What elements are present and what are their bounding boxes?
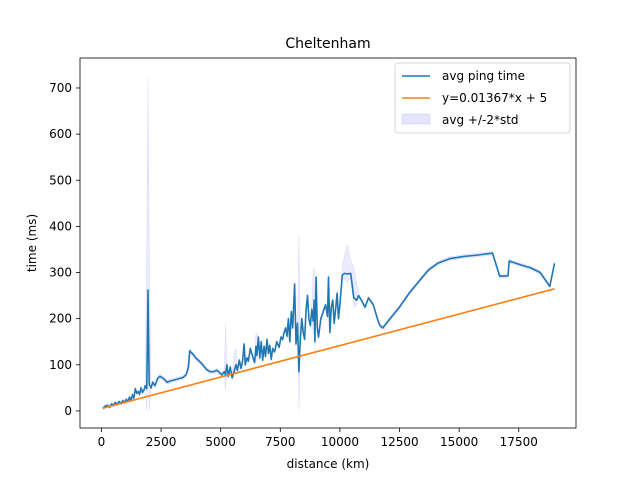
legend: avg ping time y=0.01367*x + 5 avg +/-2*s… — [394, 62, 571, 134]
y-tick-label: 400 — [49, 219, 72, 233]
x-tick-label: 7500 — [265, 435, 296, 449]
y-axis-label: time (ms) — [25, 214, 39, 272]
y-tick-label: 500 — [49, 173, 72, 187]
x-tick-label: 2500 — [146, 435, 177, 449]
x-axis-ticks: 0 2500 5000 7500 10000 12500 15000 17500 — [98, 428, 538, 449]
y-axis-ticks: 0 100 200 300 400 500 600 700 — [49, 81, 80, 418]
x-tick-label: 5000 — [205, 435, 236, 449]
y-tick-label: 100 — [49, 358, 72, 372]
y-tick-label: 600 — [49, 127, 72, 141]
plot-area — [102, 76, 556, 412]
y-tick-label: 700 — [49, 81, 72, 95]
series-lines — [102, 252, 556, 410]
x-tick-label: 12500 — [380, 435, 418, 449]
y-tick-label: 200 — [49, 312, 72, 326]
x-tick-label: 15000 — [440, 435, 478, 449]
legend-label-avg: avg ping time — [442, 69, 525, 83]
x-tick-label: 10000 — [321, 435, 359, 449]
chart-title: Cheltenham — [285, 36, 370, 52]
x-tick-label: 0 — [98, 435, 106, 449]
axes-frame — [79, 57, 577, 429]
series-line-fit — [102, 288, 555, 409]
y-tick-label: 300 — [49, 266, 72, 280]
legend-box — [394, 62, 571, 134]
legend-label-band: avg +/-2*std — [442, 113, 519, 127]
legend-label-fit: y=0.01367*x + 5 — [442, 91, 547, 105]
x-axis-label: distance (km) — [287, 457, 370, 471]
legend-swatch-band — [401, 113, 431, 125]
x-tick-label: 17500 — [500, 435, 538, 449]
y-tick-label: 0 — [64, 404, 72, 418]
series-line-avg-ping — [102, 252, 556, 410]
